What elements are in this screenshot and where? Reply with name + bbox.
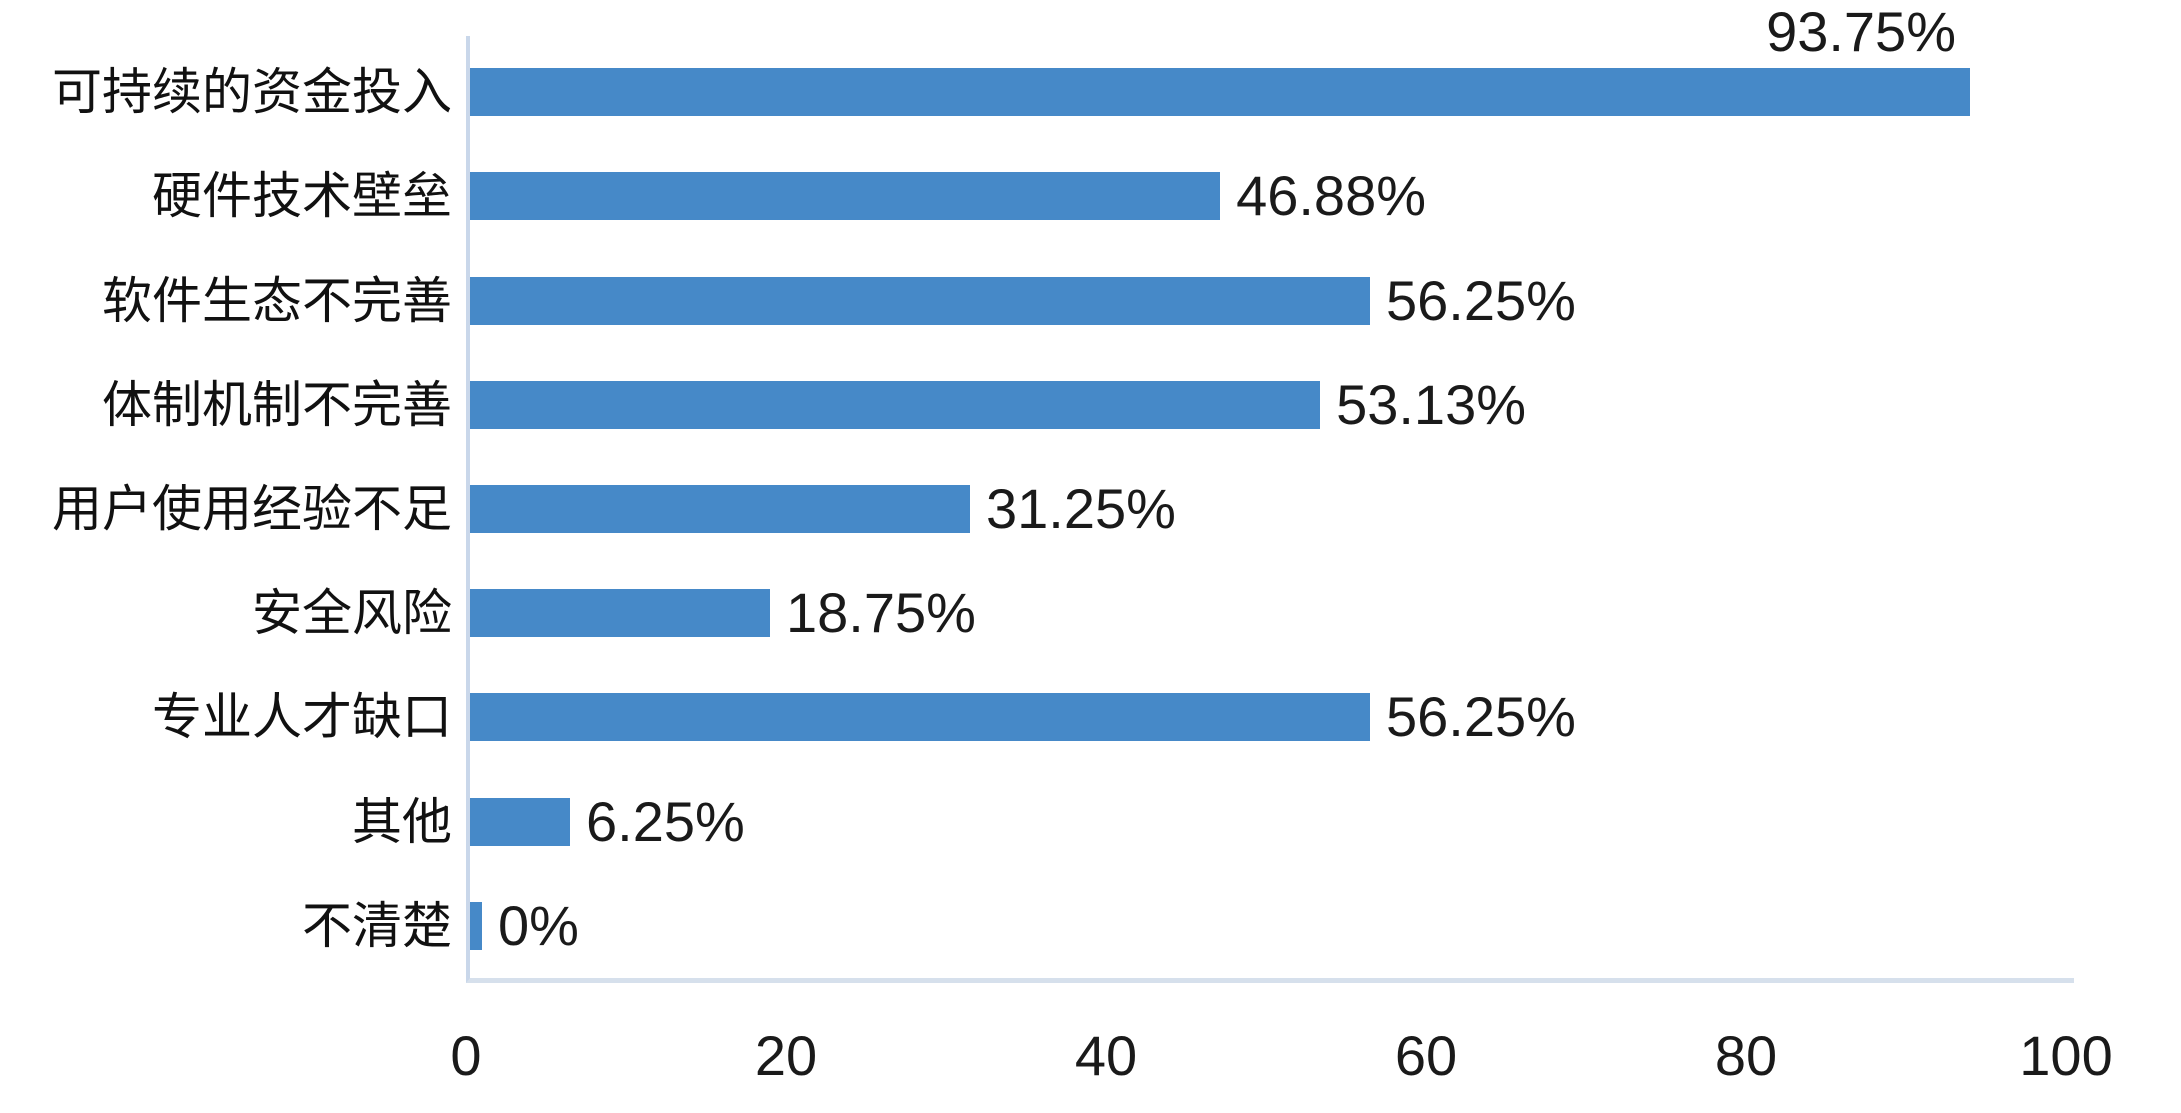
category-label: 体制机制不完善 <box>102 376 452 433</box>
x-axis-tick-label: 100 <box>2019 1024 2113 1087</box>
category-label: 其他 <box>352 793 452 850</box>
value-label: 93.75% <box>1766 0 1956 64</box>
bar <box>470 901 482 950</box>
x-axis-tick-label: 0 <box>450 1024 482 1087</box>
value-label: 0% <box>498 893 579 957</box>
bar <box>470 589 770 638</box>
bar <box>470 693 1370 742</box>
value-label: 56.25% <box>1386 268 1576 332</box>
category-label: 硬件技术壁垒 <box>152 168 452 225</box>
bar <box>470 485 970 533</box>
bar <box>470 68 1970 117</box>
x-axis-tick-label: 20 <box>754 1024 818 1087</box>
value-label: 31.25% <box>986 477 1176 540</box>
bar <box>470 172 1221 221</box>
x-axis-tick-label: 60 <box>1394 1024 1458 1087</box>
x-axis-tick-label: 80 <box>1714 1024 1778 1087</box>
category-label: 用户使用经验不足 <box>52 481 452 537</box>
category-label: 安全风险 <box>252 585 452 642</box>
value-label: 46.88% <box>1236 164 1427 228</box>
bar <box>470 276 1370 325</box>
bar <box>470 797 570 846</box>
category-label: 软件生态不完善 <box>102 272 452 329</box>
bar <box>470 380 1321 429</box>
value-label: 6.25% <box>586 789 745 853</box>
x-axis-tick-label: 40 <box>1074 1024 1138 1087</box>
category-label: 可持续的资金投入 <box>52 64 452 121</box>
plot-area <box>466 36 2074 983</box>
value-label: 56.25% <box>1386 685 1576 749</box>
category-label: 不清楚 <box>302 897 452 954</box>
value-label: 53.13% <box>1336 372 1527 436</box>
category-label: 专业人才缺口 <box>152 689 452 746</box>
value-label: 18.75% <box>786 581 976 645</box>
